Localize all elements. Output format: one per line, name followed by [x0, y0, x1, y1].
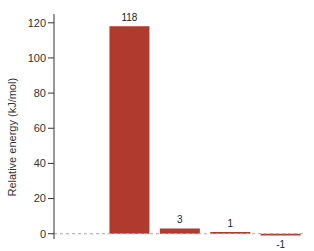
svg-text:120: 120 [28, 17, 46, 29]
svg-text:118: 118 [121, 12, 137, 23]
svg-text:60: 60 [34, 122, 46, 134]
svg-text:-1: -1 [276, 239, 285, 250]
svg-text:20: 20 [34, 192, 46, 204]
svg-text:40: 40 [34, 157, 46, 169]
svg-text:0: 0 [40, 228, 46, 240]
svg-text:80: 80 [34, 87, 46, 99]
svg-text:3: 3 [177, 214, 183, 225]
svg-text:1: 1 [227, 218, 233, 229]
svg-text:100: 100 [28, 52, 46, 64]
svg-text:Relative energy (kJ/mol): Relative energy (kJ/mol) [8, 78, 18, 197]
